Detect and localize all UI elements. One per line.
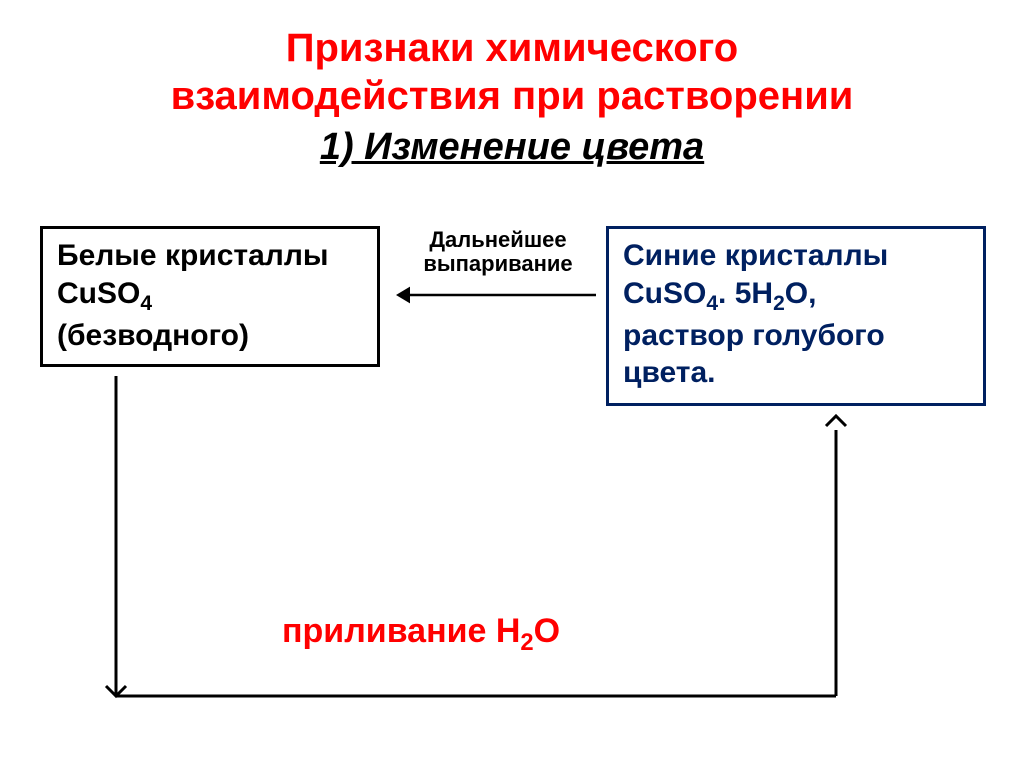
right-formula-b-sub: 2: [773, 292, 785, 315]
right-formula-a: CuSO: [623, 277, 706, 310]
right-box-formula: CuSO4. 5H2O,: [623, 275, 969, 317]
title-line1: Признаки химического: [0, 24, 1024, 72]
right-box: Синие кристаллы CuSO4. 5H2O, раствор гол…: [606, 226, 986, 406]
pour-tail: O: [534, 612, 560, 650]
right-formula-a-sub: 4: [706, 292, 718, 315]
right-box-line1: Синие кристаллы: [623, 237, 969, 275]
pour-label: приливание H2O: [282, 612, 560, 657]
subtitle: 1) Изменение цвета: [0, 126, 1024, 169]
pour-sub: 2: [520, 629, 533, 656]
left-box-formula: CuSO4: [57, 275, 363, 317]
main-title: Признаки химического взаимодействия при …: [0, 0, 1024, 120]
left-formula-sub: 4: [140, 292, 152, 315]
right-formula-tail: O,: [785, 277, 817, 310]
left-box: Белые кристаллы CuSO4 (безводного): [40, 226, 380, 367]
left-formula-prefix: CuSO: [57, 277, 140, 310]
mid-arrow-label1: Дальнейшее: [398, 228, 598, 252]
left-box-line1: Белые кристаллы: [57, 237, 363, 275]
pour-prefix: приливание H: [282, 612, 520, 650]
title-line2: взаимодействия при растворении: [0, 72, 1024, 120]
right-formula-dot: . 5H: [718, 277, 773, 310]
left-box-line3: (безводного): [57, 317, 363, 355]
mid-arrow-label2: выпаривание: [398, 252, 598, 276]
right-box-line3: раствор голубого: [623, 317, 969, 355]
mid-arrow-label: Дальнейшее выпаривание: [398, 228, 598, 276]
right-box-line4: цвета.: [623, 354, 969, 392]
